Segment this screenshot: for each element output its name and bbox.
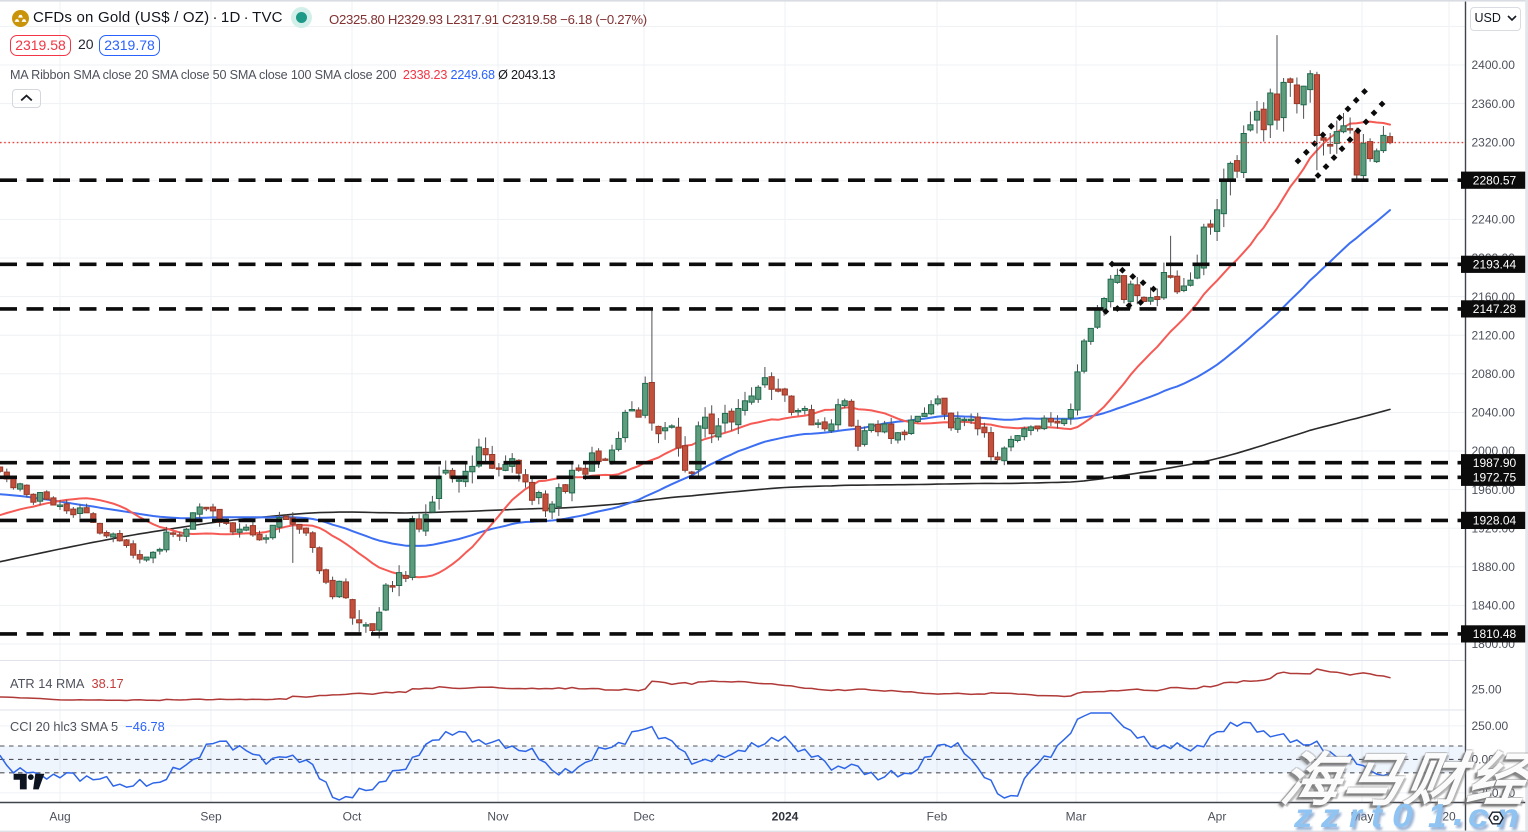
svg-text:Nov: Nov	[487, 810, 508, 824]
svg-text:2024: 2024	[772, 810, 799, 824]
svg-text:2240.00: 2240.00	[1472, 213, 1516, 227]
svg-text:Oct: Oct	[343, 810, 362, 824]
svg-text:2147.28: 2147.28	[1473, 302, 1517, 316]
svg-text:2120.00: 2120.00	[1472, 328, 1516, 342]
svg-text:Apr: Apr	[1208, 810, 1227, 824]
svg-text:25.00: 25.00	[1472, 683, 1502, 697]
svg-text:1880.00: 1880.00	[1472, 560, 1516, 574]
svg-text:−250.00: −250.00	[1472, 786, 1516, 800]
svg-text:2280.57: 2280.57	[1473, 174, 1517, 188]
svg-text:2040.00: 2040.00	[1472, 406, 1516, 420]
svg-text:1928.04: 1928.04	[1473, 514, 1517, 528]
svg-text:250.00: 250.00	[1472, 719, 1509, 733]
svg-text:0.00: 0.00	[1472, 753, 1496, 767]
svg-text:Dec: Dec	[633, 810, 654, 824]
svg-text:2320.00: 2320.00	[1472, 135, 1516, 149]
svg-text:2080.00: 2080.00	[1472, 367, 1516, 381]
svg-text:Mar: Mar	[1066, 810, 1087, 824]
svg-text:1840.00: 1840.00	[1472, 599, 1516, 613]
svg-text:2193.44: 2193.44	[1473, 258, 1517, 272]
svg-text:May: May	[1351, 810, 1374, 824]
svg-text:2360.00: 2360.00	[1472, 97, 1516, 111]
svg-text:2400.00: 2400.00	[1472, 58, 1516, 72]
svg-text:1972.75: 1972.75	[1473, 471, 1517, 485]
svg-text:Aug: Aug	[49, 810, 70, 824]
svg-text:Sep: Sep	[200, 810, 222, 824]
svg-text:1987.90: 1987.90	[1473, 456, 1517, 470]
svg-text:20: 20	[1442, 810, 1456, 824]
svg-text:Feb: Feb	[927, 810, 948, 824]
svg-text:1810.48: 1810.48	[1473, 627, 1517, 641]
svg-text:1960.00: 1960.00	[1472, 483, 1516, 497]
